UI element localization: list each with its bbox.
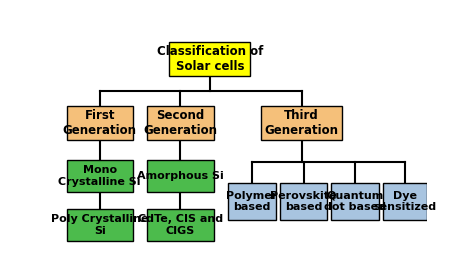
Text: Quantum
dot based: Quantum dot based [324,191,386,212]
FancyBboxPatch shape [66,106,133,140]
FancyBboxPatch shape [228,183,276,220]
FancyBboxPatch shape [147,106,213,140]
Text: CdTe, CIS and
CIGS: CdTe, CIS and CIGS [138,214,223,236]
Text: First
Generation: First Generation [63,109,137,137]
FancyBboxPatch shape [383,183,427,220]
FancyBboxPatch shape [331,183,379,220]
FancyBboxPatch shape [147,160,213,192]
FancyBboxPatch shape [66,160,133,192]
FancyBboxPatch shape [66,209,133,241]
Text: Third
Generation: Third Generation [264,109,339,137]
Text: Dye
sensitized: Dye sensitized [373,191,436,212]
Text: Mono
Crystalline Si: Mono Crystalline Si [58,165,141,187]
Text: Poly Crystalline
Si: Poly Crystalline Si [51,214,148,236]
FancyBboxPatch shape [280,183,328,220]
Text: Perovskite
based: Perovskite based [270,191,337,212]
FancyBboxPatch shape [169,42,250,76]
FancyBboxPatch shape [261,106,342,140]
Text: Amorphous Si: Amorphous Si [137,171,224,181]
Text: Second
Generation: Second Generation [144,109,218,137]
Text: Classification of
Solar cells: Classification of Solar cells [157,45,263,73]
FancyBboxPatch shape [147,209,213,241]
Text: Polymer
based: Polymer based [227,191,278,212]
